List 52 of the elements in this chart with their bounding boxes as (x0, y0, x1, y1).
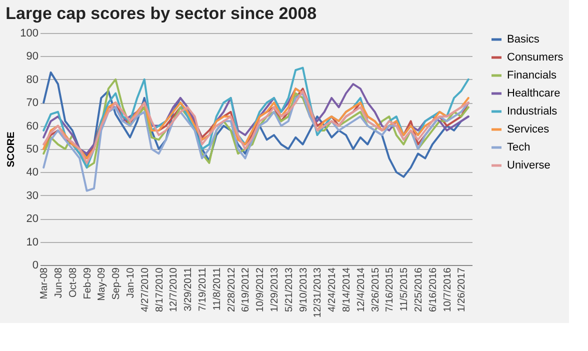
x-tick-label: 4/27/2010 (140, 267, 151, 312)
y-tick-label: 0 (32, 260, 38, 272)
x-tick-label: Feb-09 (82, 267, 94, 300)
x-tick-label: 1/29/2013 (270, 267, 280, 312)
x-tick-label: 10/7/2016 (442, 267, 454, 312)
x-tick-label: 6/19/2012 (240, 267, 252, 312)
y-tick-label: 70 (26, 97, 38, 110)
legend-label: Tech (507, 142, 530, 154)
y-axis-title: SCORE (6, 131, 18, 168)
legend-label: Consumers (507, 52, 564, 64)
x-tick-label: 1/26/2017 (456, 267, 468, 312)
legend-label: Financials (507, 70, 558, 82)
y-tick-label: 100 (20, 28, 38, 40)
x-tick-label: Mar-08 (39, 267, 50, 300)
y-tick-label: 40 (26, 166, 38, 179)
x-tick-label: 6/16/2016 (428, 267, 439, 312)
y-tick-label: 90 (26, 50, 38, 63)
x-tick-label: 12/7/2010 (168, 267, 180, 312)
legend-label: Basics (507, 34, 540, 46)
x-tick-label: 5/21/2013 (284, 267, 295, 312)
legend-label: Healthcare (507, 88, 560, 100)
legend-label: Services (507, 124, 550, 136)
x-tick-label: 4/24/2014 (327, 267, 338, 312)
x-tick-label: Sep-09 (111, 267, 122, 300)
x-tick-label: Oct-08 (68, 267, 79, 298)
x-tick-label: 8/14/2014 (342, 267, 352, 312)
x-tick-label: 11/8/2011 (212, 267, 223, 311)
legend-label: Industrials (507, 106, 558, 118)
x-tick-label: May-09 (96, 267, 108, 301)
line-series (42, 92, 470, 192)
x-tick-label: 7/16/2015 (384, 267, 396, 312)
x-tick-label: 2/25/2016 (414, 267, 424, 312)
x-tick-label: 3/26/2015 (370, 267, 382, 312)
x-tick-label: 12/4/2014 (356, 267, 367, 312)
x-tick-label: 3/29/2011 (183, 267, 194, 312)
x-tick-label: 12/31/2013 (312, 267, 324, 318)
x-tick-label: 7/19/2011 (198, 267, 208, 312)
y-tick-label: 80 (26, 74, 38, 86)
x-tick-label: Jun-08 (54, 267, 64, 298)
y-tick-label: 30 (26, 190, 38, 202)
y-tick-label: 50 (26, 144, 38, 156)
x-tick-label: 2/28/2012 (226, 267, 238, 312)
x-tick-label: 8/17/2010 (154, 267, 166, 312)
x-tick-label: 9/10/2013 (298, 267, 310, 312)
chart-title: Large cap scores by sector since 2008 (6, 4, 317, 23)
legend-label: Universe (507, 160, 550, 172)
y-tick-label: 60 (26, 120, 38, 132)
y-tick-label: 20 (26, 213, 38, 226)
x-tick-label: 10/9/2012 (255, 267, 266, 312)
y-tick-label: 10 (26, 236, 38, 248)
x-tick-label: Jan-10 (126, 267, 136, 298)
x-tick-label: 11/5/2015 (399, 267, 410, 312)
